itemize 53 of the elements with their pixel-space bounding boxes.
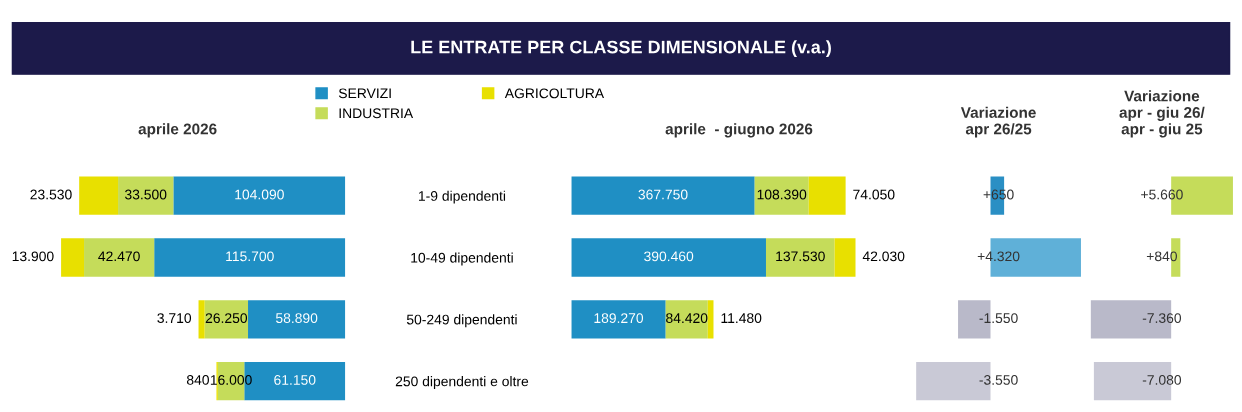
data-label: 42.470 (98, 251, 140, 262)
chart-subtitle: aprile - giugno 2026 (665, 123, 813, 138)
data-label: -3.550 (979, 374, 1018, 385)
bar (84, 238, 155, 277)
bar (204, 300, 249, 339)
bar (154, 238, 346, 277)
data-label: 58.890 (275, 313, 318, 324)
bar (765, 238, 835, 277)
legend-label: INDUSTRIA (339, 108, 414, 119)
data-label: 61.150 (274, 374, 316, 385)
data-label: 137.530 (776, 251, 825, 262)
chart-subtitle: Variazione apr 26/25 (960, 106, 1036, 138)
y-tick-label: 1-9 dipendenti (418, 190, 506, 204)
data-label: 42.030 (862, 251, 905, 262)
bar (248, 300, 346, 339)
bar (118, 176, 174, 215)
y-tick-label: 250 dipendenti e oltre (395, 376, 529, 390)
data-label: 3.710 (157, 313, 192, 324)
legend-label: SERVIZI (338, 88, 391, 99)
bar (173, 176, 346, 215)
data-label: 74.050 (853, 189, 895, 200)
bar (61, 238, 85, 277)
data-label: 11.480 (721, 313, 762, 324)
data-label: 26.250 (205, 313, 248, 324)
data-label: -7.360 (1142, 313, 1182, 324)
data-label: 367.750 (638, 189, 688, 200)
data-label: 108.390 (757, 189, 807, 200)
data-label: 13.900 (12, 251, 54, 262)
y-tick-label: 10-49 dipendenti (411, 252, 513, 266)
legend-label: AGRICOLTURA (504, 88, 605, 99)
chart-subtitle: Variazione apr - giu 26/ apr - giu 25 (1119, 90, 1205, 138)
data-label: -7.080 (1142, 374, 1182, 385)
bar (571, 238, 766, 277)
text: LE ENTRATE PER CLASSE DIMENSIONALE (v.a.) (411, 40, 831, 58)
y-tick-label: 50-249 dipendenti (406, 314, 517, 328)
bar (571, 300, 666, 339)
data-label: 115.700 (226, 251, 274, 262)
bar (808, 176, 846, 215)
data-label: 23.530 (30, 189, 72, 200)
data-label: 189.270 (594, 313, 644, 324)
bar (198, 300, 205, 339)
data-label: 104.090 (235, 189, 284, 200)
bar (834, 238, 856, 277)
data-label: 390.460 (644, 251, 694, 262)
chart-subtitle: aprile 2026 (138, 123, 217, 138)
bar (665, 300, 708, 339)
bar (571, 176, 755, 215)
data-label: -1.550 (979, 313, 1018, 324)
data-label: 84.420 (666, 313, 708, 324)
bar (754, 176, 809, 215)
data-label: 840 (186, 374, 209, 385)
data-label: 33.500 (124, 189, 167, 200)
bar (79, 176, 119, 215)
